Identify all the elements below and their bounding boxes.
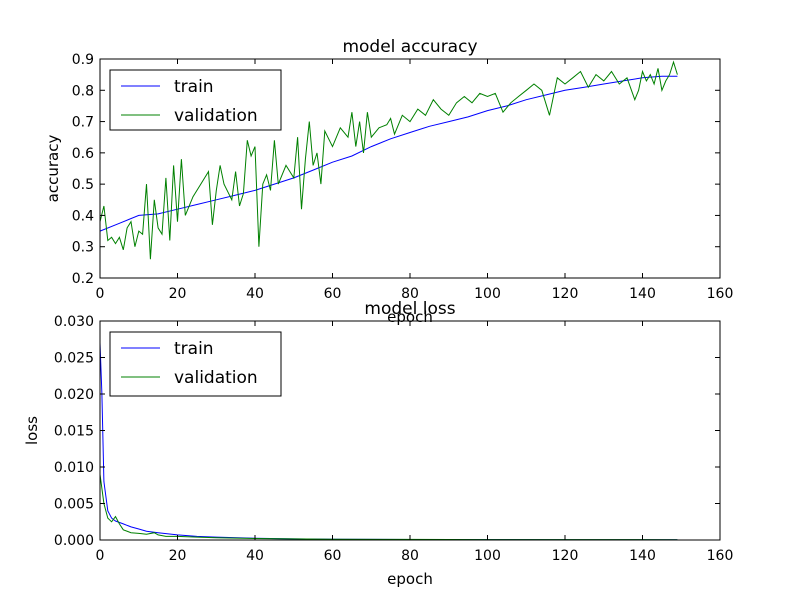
accuracy-x-tick-label: 40: [246, 286, 264, 302]
accuracy-y-tick-label: 0.4: [72, 208, 94, 224]
loss-series-group: [99, 342, 678, 541]
loss-y-axis-label: loss: [23, 416, 41, 445]
loss-series-validation-line: [99, 474, 678, 541]
loss-x-tick-label: 100: [474, 548, 501, 564]
accuracy-plot-frame: [99, 58, 721, 279]
accuracy-x-tick-label: 100: [474, 286, 501, 302]
loss-x-tick-label: 160: [707, 548, 734, 564]
accuracy-x-tick-label: 0: [96, 286, 105, 302]
loss-x-tick-label: 140: [629, 548, 656, 564]
accuracy-legend: train validation: [109, 69, 282, 131]
accuracy-y-tick-label: 0.3: [72, 240, 94, 256]
accuracy-x-tick-label: 160: [707, 286, 734, 302]
loss-legend-box: [109, 331, 282, 397]
accuracy-y-tick-label: 0.7: [72, 115, 94, 131]
loss-tick-group: 0 20 40 60 80 100 120 140 160 0.000 0.005 0.010 0.01…: [54, 314, 733, 564]
loss-chart: model loss 0 20 40 60 80 100 120 140 160 0.000 0.0…: [23, 299, 733, 588]
accuracy-x-tick-label: 20: [169, 286, 187, 302]
accuracy-x-tick-label: 80: [401, 286, 419, 302]
loss-y-tick-label: 0.000: [54, 533, 94, 549]
loss-y-tick-label: 0.020: [54, 387, 94, 403]
loss-legend-train-label: train: [174, 339, 214, 359]
accuracy-y-tick-label: 0.5: [72, 177, 94, 193]
accuracy-series-validation-line: [99, 60, 678, 260]
loss-y-tick-label: 0.015: [54, 424, 94, 440]
loss-legend: train validation: [109, 331, 282, 397]
loss-legend-validation-label: validation: [174, 368, 258, 388]
accuracy-x-tick-label: 60: [324, 286, 342, 302]
loss-x-tick-label: 0: [96, 548, 105, 564]
accuracy-legend-validation-label: validation: [174, 106, 258, 126]
accuracy-y-tick-label: 0.2: [72, 271, 94, 287]
accuracy-y-tick-label: 0.8: [72, 83, 94, 99]
loss-y-tick-label: 0.025: [54, 351, 94, 367]
accuracy-legend-box: [109, 69, 282, 131]
accuracy-tick-group: 0 20 40 60 80 100 120 140 160 0.2 0.3 0.4 0.5 0.6 0.7 0…: [72, 52, 734, 302]
loss-x-tick-label: 20: [169, 548, 187, 564]
accuracy-chart-title: model accuracy: [342, 37, 477, 57]
accuracy-y-tick-label: 0.9: [72, 52, 94, 68]
accuracy-y-axis-label: accuracy: [44, 135, 62, 203]
loss-chart-title: model loss: [364, 299, 455, 319]
loss-x-tick-label: 80: [401, 548, 419, 564]
accuracy-series-train-line: [99, 75, 678, 232]
loss-x-tick-label: 40: [246, 548, 264, 564]
accuracy-legend-train-label: train: [174, 77, 214, 97]
loss-plot-frame: [99, 320, 721, 541]
loss-x-tick-label: 60: [324, 548, 342, 564]
loss-y-tick-label: 0.030: [54, 314, 94, 330]
accuracy-y-tick-label: 0.6: [72, 146, 94, 162]
accuracy-series-group: [99, 60, 678, 260]
accuracy-x-tick-label: 140: [629, 286, 656, 302]
loss-x-tick-label: 120: [552, 548, 579, 564]
loss-y-tick-label: 0.010: [54, 460, 94, 476]
loss-x-axis-label: epoch: [387, 570, 433, 588]
accuracy-x-tick-label: 120: [552, 286, 579, 302]
loss-y-tick-label: 0.005: [54, 497, 94, 513]
